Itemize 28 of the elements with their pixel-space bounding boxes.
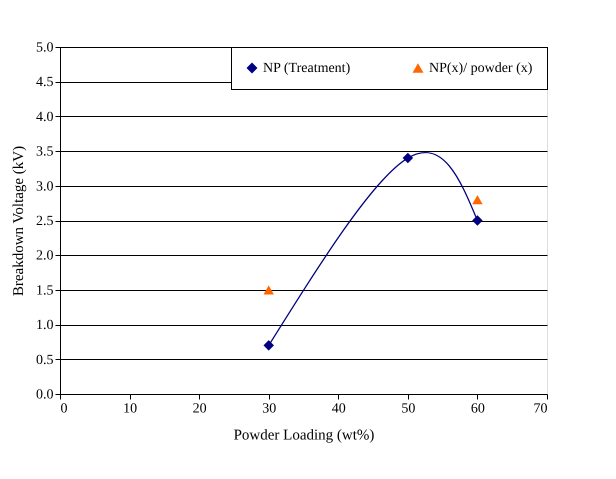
point <box>402 152 414 164</box>
point <box>472 215 483 226</box>
y-tick-label: 5.0 <box>36 40 54 56</box>
x-tick-label: 40 <box>332 402 346 416</box>
x-tick-label: 70 <box>534 402 548 416</box>
x-tick-label: 20 <box>192 402 207 416</box>
y-tick-label: 4.5 <box>36 75 54 90</box>
point <box>263 285 274 294</box>
y-tick-label: 1.5 <box>36 283 54 298</box>
y-tick-label: 1.0 <box>36 318 54 334</box>
y-tick-label: 3.0 <box>36 179 54 194</box>
y-axis-title: Breakdown Voltage (kV) <box>11 146 27 296</box>
y-tick-label: 4.0 <box>36 110 54 125</box>
legend-label: NP (Treatment) <box>263 61 351 76</box>
y-tick-label: 0.0 <box>36 388 54 402</box>
x-tick-label: 30 <box>262 402 276 416</box>
x-tick-label: 50 <box>401 402 416 416</box>
y-tick-label: 0.5 <box>36 352 54 368</box>
y-tick-label: 2.5 <box>36 214 54 229</box>
y-tick-label: 2.0 <box>36 248 54 264</box>
legend-label: NP(x)/ powder (x) <box>429 61 533 76</box>
y-tick-label: 3.5 <box>36 144 54 160</box>
x-axis-title: Powder Loading (wt%) <box>234 428 374 444</box>
x-tick-label: 60 <box>470 402 485 416</box>
point <box>472 195 483 204</box>
point <box>263 340 274 351</box>
x-tick-label: 0 <box>60 402 68 416</box>
x-tick-label: 10 <box>123 402 138 416</box>
